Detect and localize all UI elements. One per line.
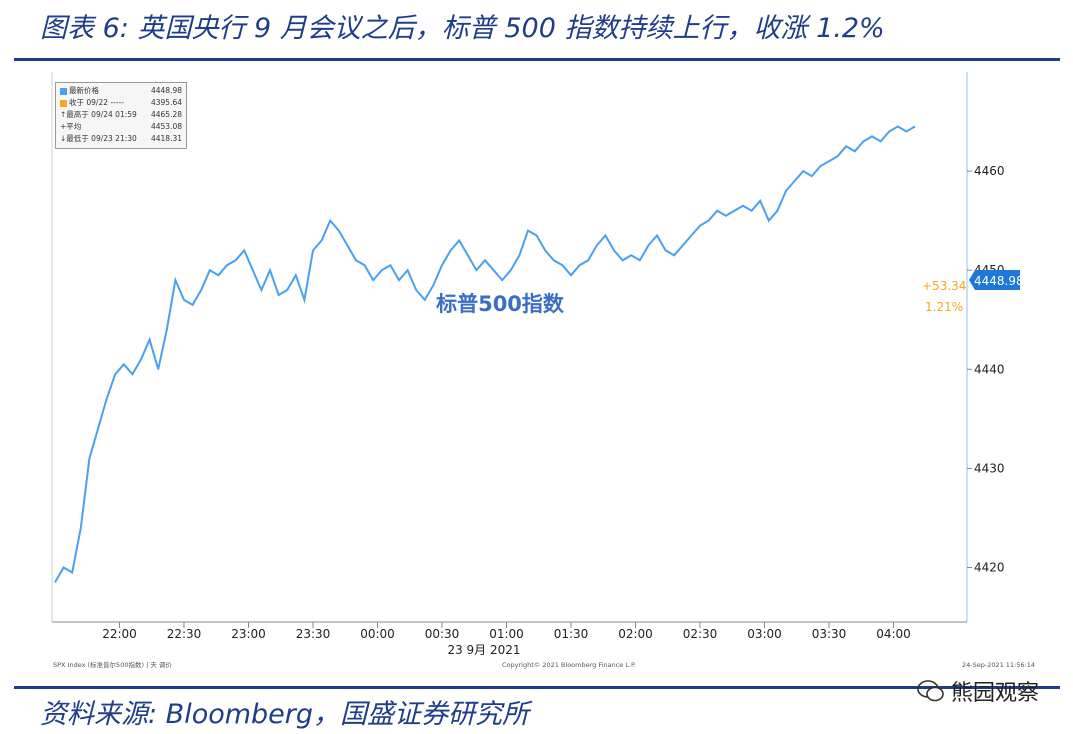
chart-annotation: 标普500指数 [436,292,565,316]
watermark-text: 熊园观察 [950,681,1039,706]
change-abs: +53.34 [922,279,966,293]
x-tick-label: 02:30 [683,627,718,641]
x-tick-label: 23:30 [296,627,331,641]
source-note: 资料来源: Bloomberg，国盛证券研究所 [40,699,530,730]
x-tick-label: 00:00 [360,627,395,641]
legend-label: 收于 09/22 ----- [69,98,124,107]
x-tick-label: 01:30 [554,627,589,641]
x-tick-label: 22:30 [167,627,202,641]
x-tick-label: 03:00 [747,627,782,641]
plus-icon: + [60,122,67,131]
y-tick-label: 4420 [974,560,1005,574]
legend-item: ↓最低于 09/23 21:30 4418.31 [60,133,182,144]
legend-value: 4418.31 [150,134,182,143]
bottom-rule [14,686,1060,689]
last-value-tag: 4448.98 [969,270,1024,290]
legend-value: 4448.98 [150,86,182,95]
legend-item: +平均 4453.08 [60,121,182,132]
page-title: 图表 6: 英国央行 9 月会议之后，标普 500 指数持续上行，收涨 1.2% [40,13,885,44]
top-rule [14,58,1060,61]
x-tick-label: 02:00 [618,627,653,641]
legend-value: 4465.28 [150,110,182,119]
chart-footer-left: SPX Index (标准普尔500指数) | 天 调价 [53,660,172,669]
x-axis-label: 23 9月 2021 [447,643,520,657]
watermark: 熊园观察 [917,675,1039,707]
y-tick-label: 4460 [974,164,1005,178]
y-ticks: 44204430444044504460 [967,164,1005,574]
x-tick-label: 01:00 [489,627,524,641]
orange-square-icon [60,99,67,107]
legend-value: 4395.64 [150,98,182,107]
x-tick-label: 03:30 [812,627,847,641]
legend-value: 4453.08 [150,122,182,131]
x-tick-label: 00:30 [425,627,460,641]
down-arrow-icon: ↓ [60,134,67,143]
blue-square-icon [60,87,67,95]
x-tick-label: 22:00 [102,627,137,641]
legend-label: 最低于 09/23 21:30 [66,134,137,143]
y-tick-label: 4440 [974,362,1005,376]
chart-footer-center: Copyright© 2021 Bloomberg Finance L.P. [502,661,636,669]
up-arrow-icon: ↑ [60,110,67,119]
wechat-icon [917,680,944,702]
legend-item: ↑最高于 09/24 01:59 4465.28 [60,109,182,120]
x-tick-label: 04:00 [876,627,911,641]
change-pct: 1.21% [925,300,963,314]
plot-area [52,72,967,622]
x-tick-label: 23:00 [231,627,266,641]
y-tick-label: 4430 [974,461,1005,475]
legend-label: 最高于 09/24 01:59 [66,110,137,119]
chart-footer-right: 24-Sep-2021 11:56:14 [962,661,1035,669]
x-ticks: 22:00 22:30 23:00 23:30 00:00 00:30 01:00 01:30… [102,622,911,641]
legend-label: 平均 [66,122,82,131]
series-line [54,125,916,583]
chart-legend: 最新价格 4448.98 收于 09/22 ----- 4395.64 ↑最高于… [55,82,187,149]
legend-item: 最新价格 4448.98 [60,85,182,96]
legend-label: 最新价格 [69,86,99,95]
last-value-label: 4448.98 [974,274,1024,288]
legend-item: 收于 09/22 ----- 4395.64 [60,97,182,108]
